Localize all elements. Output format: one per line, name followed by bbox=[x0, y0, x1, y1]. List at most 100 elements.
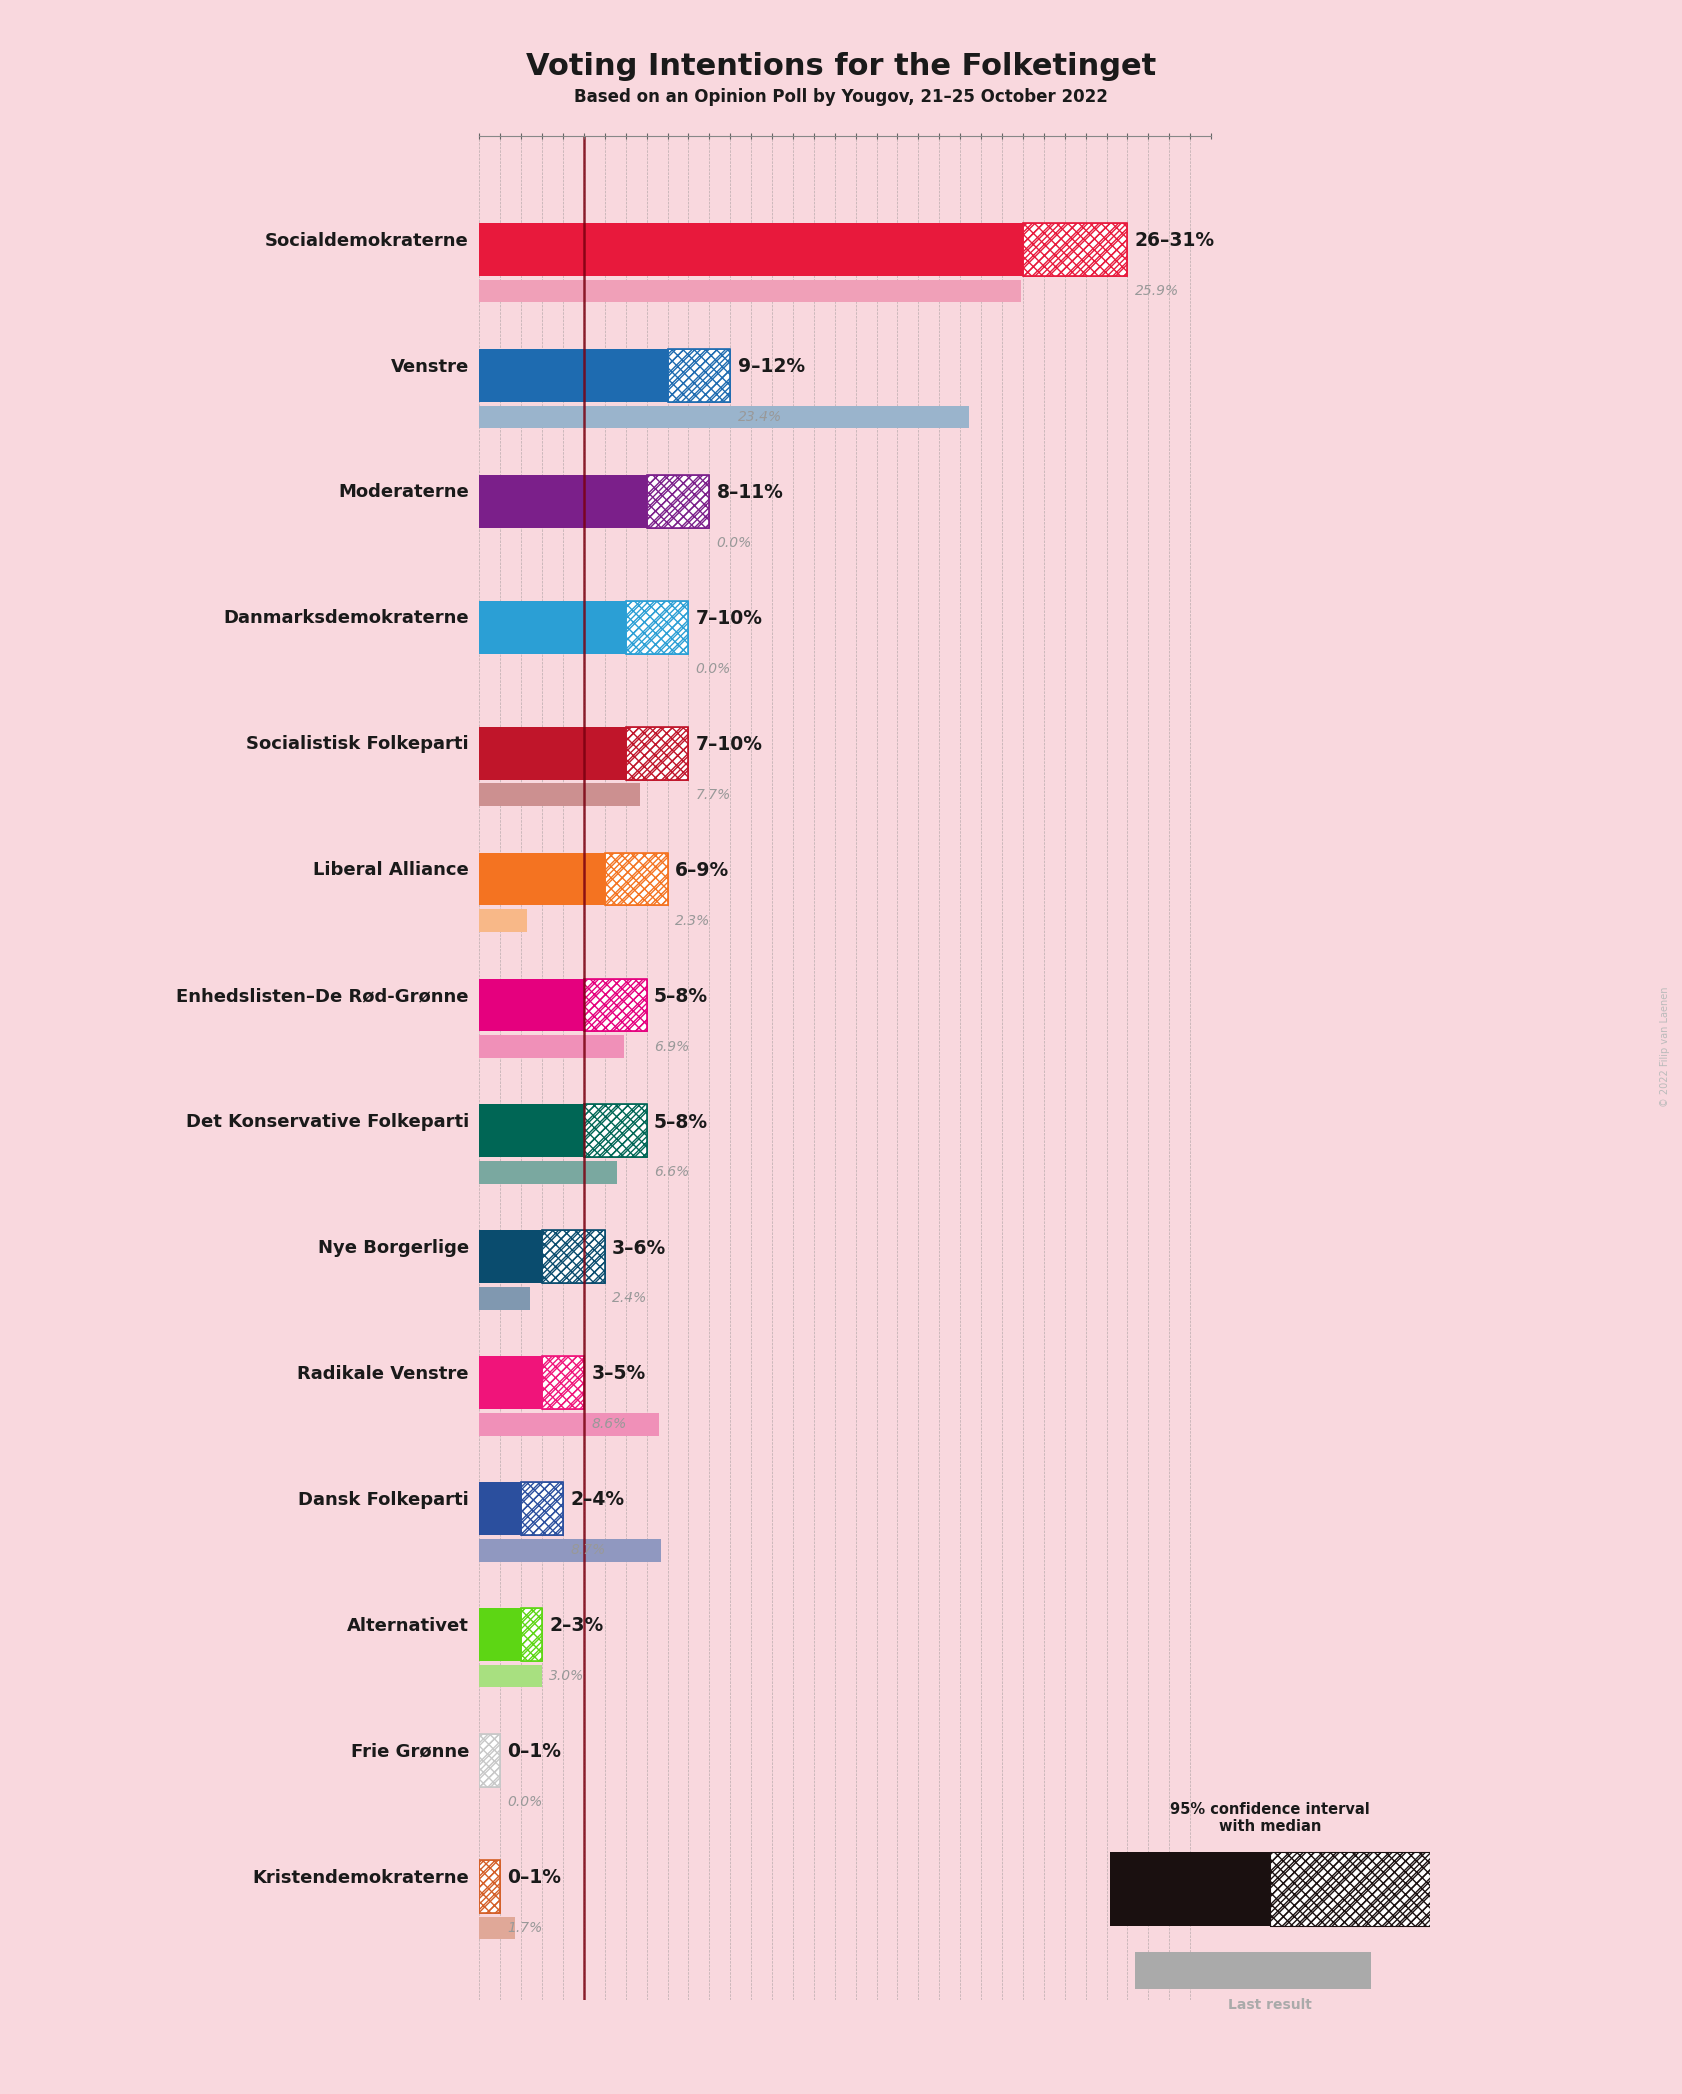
Bar bbox=[1270, 1851, 1430, 1926]
Text: 0.0%: 0.0% bbox=[717, 536, 752, 551]
Bar bbox=[542, 1231, 606, 1284]
Bar bbox=[479, 978, 584, 1032]
Bar bbox=[479, 1357, 542, 1409]
Bar bbox=[626, 727, 688, 779]
Text: 26–31%: 26–31% bbox=[1135, 230, 1214, 249]
Bar bbox=[479, 909, 528, 932]
Bar bbox=[606, 852, 668, 905]
Bar bbox=[479, 222, 1023, 276]
Text: 8–11%: 8–11% bbox=[717, 484, 784, 503]
Text: Det Konservative Folkeparti: Det Konservative Folkeparti bbox=[185, 1114, 469, 1131]
Bar bbox=[646, 475, 710, 528]
Text: Socialistisk Folkeparti: Socialistisk Folkeparti bbox=[246, 735, 469, 754]
Bar bbox=[479, 1034, 624, 1057]
Text: 1.7%: 1.7% bbox=[508, 1920, 543, 1935]
Text: 9–12%: 9–12% bbox=[737, 358, 804, 377]
Bar bbox=[479, 1288, 530, 1309]
Text: 0.0%: 0.0% bbox=[508, 1795, 543, 1809]
Bar bbox=[521, 1483, 563, 1535]
Text: Last result: Last result bbox=[1228, 1998, 1312, 2012]
Text: 8.7%: 8.7% bbox=[570, 1543, 606, 1558]
Bar bbox=[646, 475, 710, 528]
Text: Socialdemokraterne: Socialdemokraterne bbox=[266, 232, 469, 249]
Bar bbox=[584, 1104, 646, 1158]
Bar bbox=[521, 1483, 563, 1535]
Bar bbox=[479, 852, 606, 905]
Text: Liberal Alliance: Liberal Alliance bbox=[313, 861, 469, 879]
Bar bbox=[542, 1231, 606, 1284]
Bar bbox=[1270, 1851, 1430, 1926]
Text: 8.6%: 8.6% bbox=[590, 1418, 626, 1432]
Bar bbox=[479, 1859, 500, 1914]
Text: Based on an Opinion Poll by Yougov, 21–25 October 2022: Based on an Opinion Poll by Yougov, 21–2… bbox=[574, 88, 1108, 107]
Text: 3.0%: 3.0% bbox=[550, 1669, 585, 1684]
Text: 3–6%: 3–6% bbox=[612, 1238, 666, 1258]
Bar bbox=[479, 1483, 521, 1535]
Bar bbox=[479, 1734, 500, 1786]
Bar bbox=[479, 1665, 542, 1688]
Text: © 2022 Filip van Laenen: © 2022 Filip van Laenen bbox=[1660, 986, 1670, 1108]
Text: Radikale Venstre: Radikale Venstre bbox=[298, 1365, 469, 1382]
Bar bbox=[584, 1104, 646, 1158]
Text: 5–8%: 5–8% bbox=[654, 1112, 708, 1131]
Text: 0–1%: 0–1% bbox=[508, 1742, 562, 1761]
Text: Kristendemokraterne: Kristendemokraterne bbox=[252, 1868, 469, 1887]
Bar bbox=[668, 350, 730, 402]
Text: Frie Grønne: Frie Grønne bbox=[350, 1742, 469, 1761]
Text: 25.9%: 25.9% bbox=[1135, 285, 1179, 297]
Bar bbox=[479, 783, 641, 806]
Bar bbox=[479, 1104, 584, 1158]
Text: 3–5%: 3–5% bbox=[590, 1365, 646, 1384]
Text: Alternativet: Alternativet bbox=[346, 1617, 469, 1635]
Bar bbox=[479, 475, 646, 528]
Bar bbox=[479, 601, 626, 653]
Bar bbox=[479, 727, 626, 779]
Bar bbox=[606, 852, 668, 905]
Bar bbox=[584, 978, 646, 1032]
Bar bbox=[479, 406, 969, 429]
Bar bbox=[1110, 1851, 1270, 1926]
Text: 6.6%: 6.6% bbox=[654, 1166, 690, 1179]
Text: Dansk Folkeparti: Dansk Folkeparti bbox=[298, 1491, 469, 1510]
Bar bbox=[542, 1357, 584, 1409]
Bar bbox=[479, 1608, 521, 1661]
Bar bbox=[479, 1734, 500, 1786]
Bar bbox=[626, 601, 688, 653]
Text: Danmarksdemokraterne: Danmarksdemokraterne bbox=[224, 609, 469, 628]
Bar bbox=[1023, 222, 1127, 276]
Bar bbox=[626, 727, 688, 779]
Bar bbox=[479, 1539, 661, 1562]
Bar bbox=[479, 1231, 542, 1284]
Text: 2–4%: 2–4% bbox=[570, 1491, 624, 1510]
Bar bbox=[626, 601, 688, 653]
Bar bbox=[584, 978, 646, 1032]
Text: 7–10%: 7–10% bbox=[696, 609, 762, 628]
Bar bbox=[479, 1413, 659, 1436]
Text: 23.4%: 23.4% bbox=[737, 410, 782, 423]
Bar bbox=[542, 1357, 584, 1409]
Bar bbox=[479, 350, 668, 402]
Text: 7.7%: 7.7% bbox=[696, 787, 732, 802]
Text: Voting Intentions for the Folketinget: Voting Intentions for the Folketinget bbox=[526, 52, 1156, 82]
Text: 95% confidence interval
with median: 95% confidence interval with median bbox=[1171, 1803, 1369, 1834]
Text: Nye Borgerlige: Nye Borgerlige bbox=[318, 1240, 469, 1256]
Text: 6–9%: 6–9% bbox=[674, 861, 728, 879]
Bar bbox=[479, 1162, 617, 1183]
Text: Enhedslisten–De Rød-Grønne: Enhedslisten–De Rød-Grønne bbox=[177, 986, 469, 1005]
Text: 0.0%: 0.0% bbox=[696, 662, 732, 676]
Text: 0–1%: 0–1% bbox=[508, 1868, 562, 1887]
Text: 6.9%: 6.9% bbox=[654, 1039, 690, 1053]
Bar bbox=[479, 281, 1021, 302]
Text: 2.4%: 2.4% bbox=[612, 1292, 648, 1305]
Bar bbox=[521, 1608, 542, 1661]
Text: 7–10%: 7–10% bbox=[696, 735, 762, 754]
Bar bbox=[521, 1608, 542, 1661]
Bar bbox=[479, 1916, 515, 1939]
Bar bbox=[668, 350, 730, 402]
Text: 2.3%: 2.3% bbox=[674, 913, 710, 928]
Bar bbox=[479, 1859, 500, 1914]
Text: 5–8%: 5–8% bbox=[654, 986, 708, 1005]
Text: Moderaterne: Moderaterne bbox=[338, 484, 469, 500]
Bar bbox=[1023, 222, 1127, 276]
Text: Venstre: Venstre bbox=[390, 358, 469, 375]
